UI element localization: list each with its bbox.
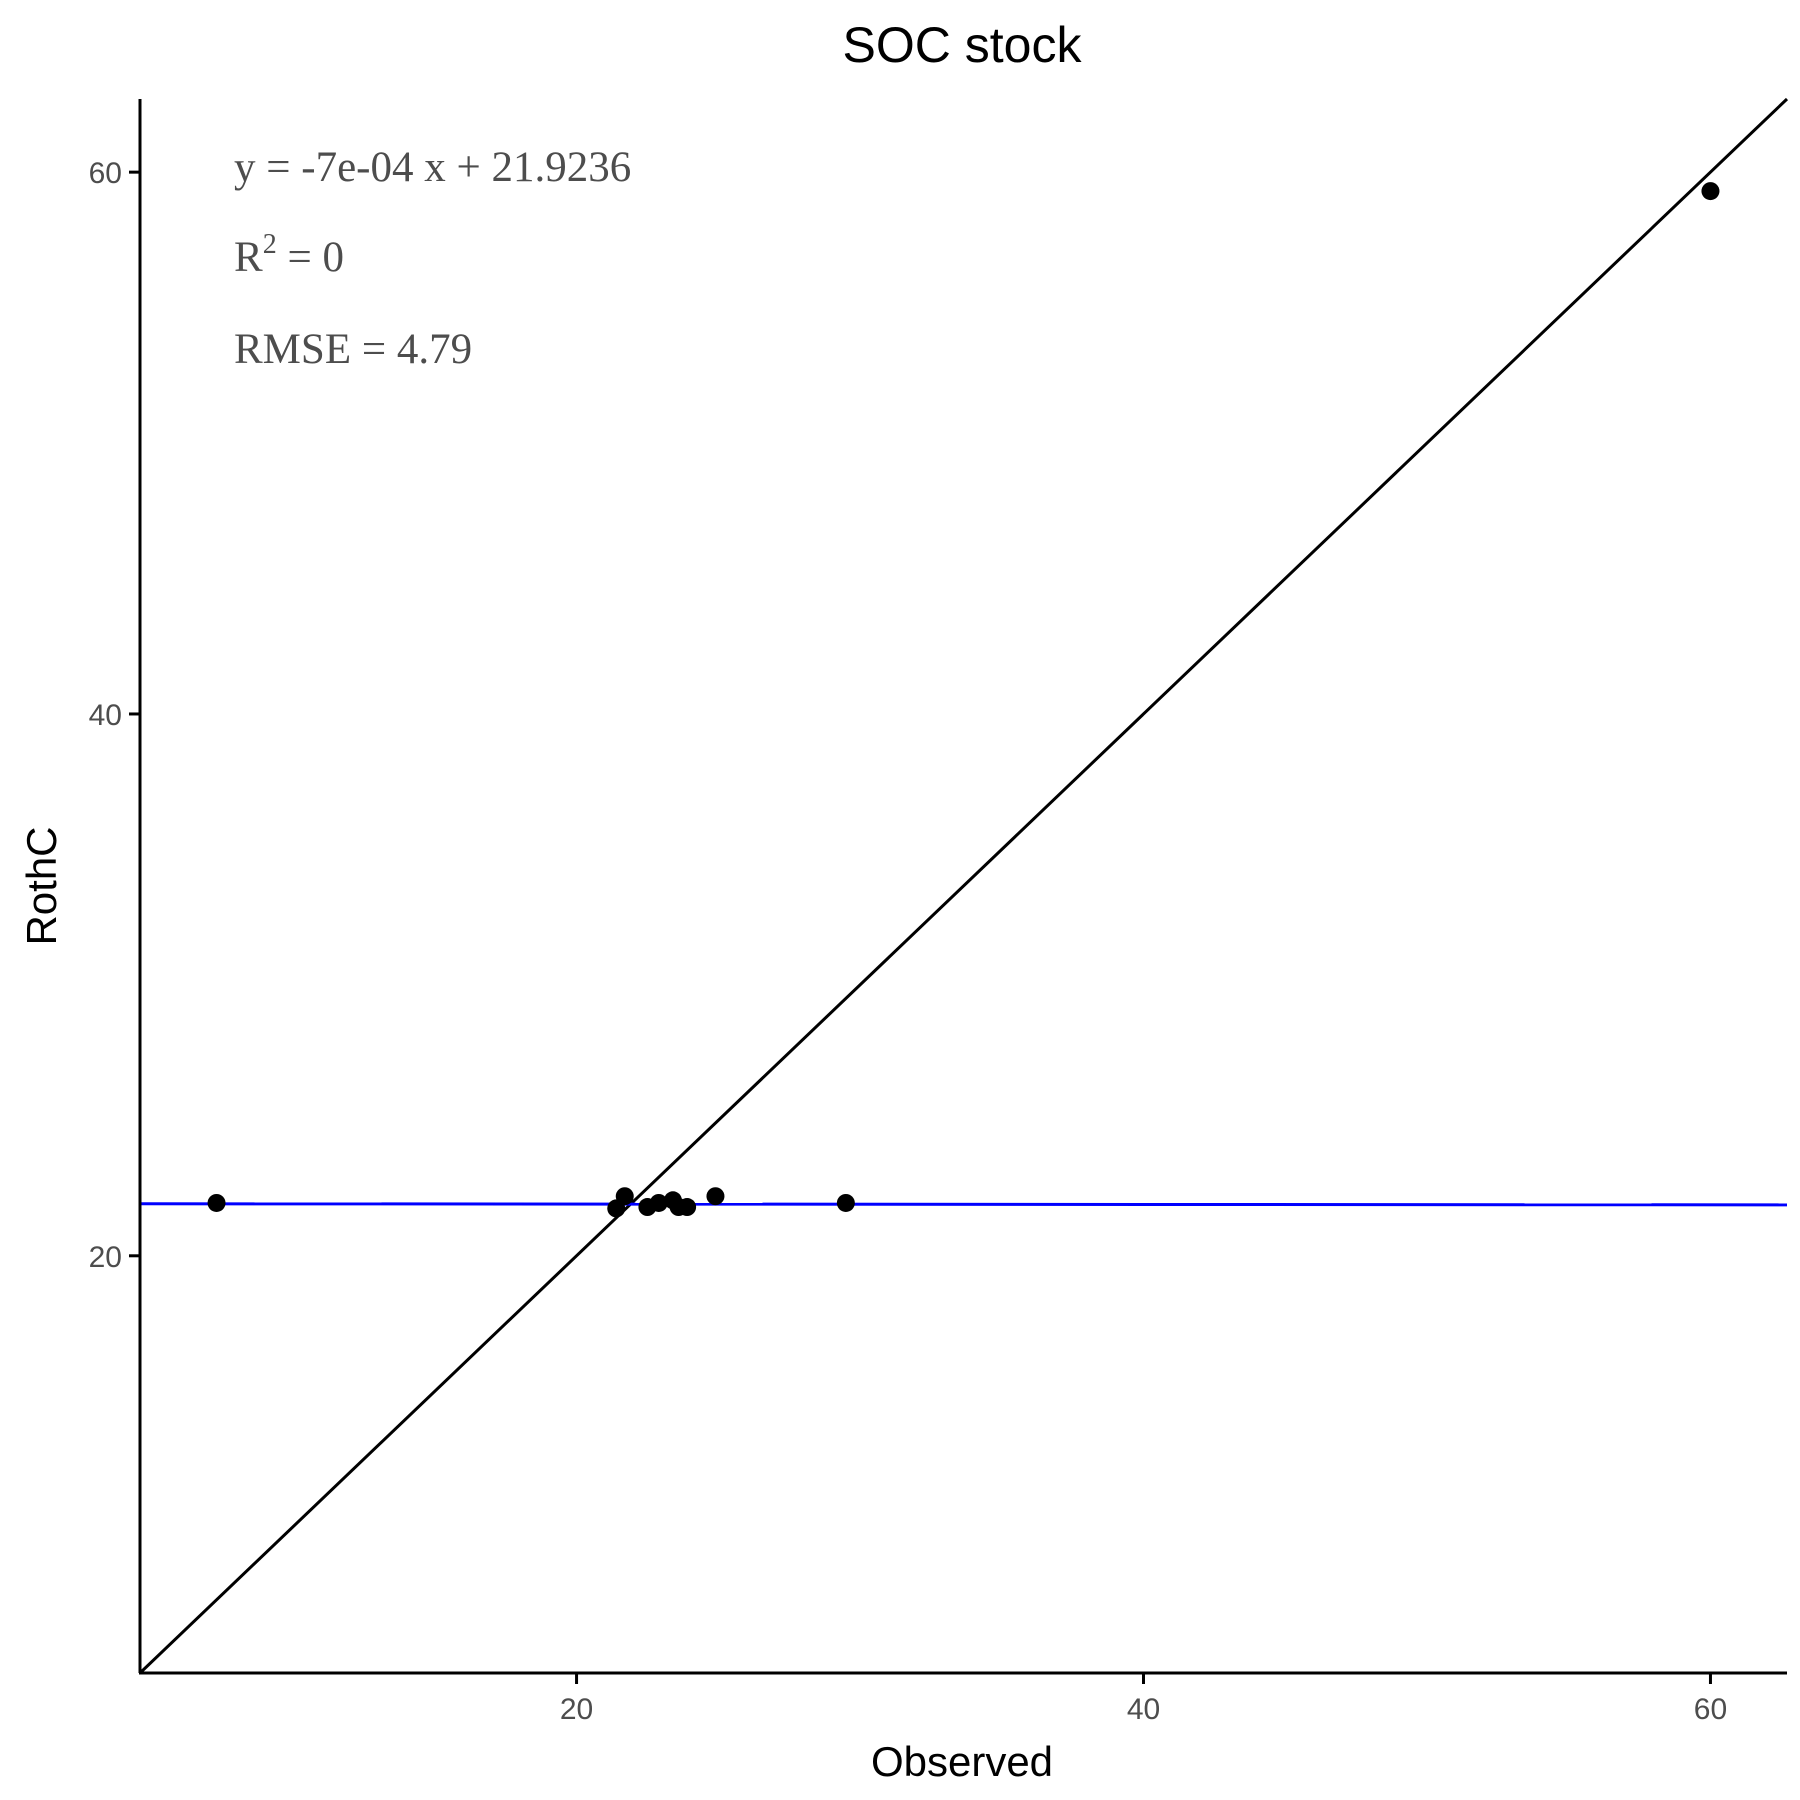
r-squared-value: = 0 (277, 234, 344, 281)
x-tick-label: 20 (560, 1693, 593, 1726)
data-point (649, 1193, 668, 1212)
data-point (1701, 182, 1720, 201)
y-tick-label: 20 (89, 1241, 122, 1274)
identity-line (138, 97, 1789, 1675)
data-point (207, 1193, 226, 1212)
x-tick-label: 60 (1694, 1693, 1727, 1726)
y-tick-label: 60 (89, 157, 122, 190)
chart-title: SOC stock (843, 17, 1083, 73)
rmse-label: RMSE = 4.79 (234, 326, 472, 373)
x-axis-ticks: 20 40 60 (560, 1673, 1727, 1726)
y-tick-label: 40 (89, 699, 122, 732)
points-layer (207, 182, 1720, 1218)
regression-equation: y = -7e-04 x + 21.9236 (234, 144, 631, 191)
r-squared-label: R2 = 0 (234, 229, 344, 281)
lines-layer (138, 97, 1789, 1675)
regression-line (139, 1202, 1788, 1207)
data-point (706, 1187, 725, 1206)
data-point (615, 1187, 634, 1206)
regression-annotations: y = -7e-04 x + 21.9236 R2 = 0 RMSE = 4.7… (234, 144, 631, 373)
data-point (836, 1193, 855, 1212)
y-axis-ticks: 20 40 60 (89, 157, 140, 1274)
data-point (678, 1198, 697, 1217)
x-tick-label: 40 (1127, 1693, 1160, 1726)
r-squared-superscript: 2 (263, 229, 277, 260)
r-squared-base: R (234, 234, 263, 281)
x-axis-title: Observed (871, 1738, 1053, 1785)
plot-area (138, 97, 1789, 1675)
y-axis-title: RothC (18, 826, 65, 945)
